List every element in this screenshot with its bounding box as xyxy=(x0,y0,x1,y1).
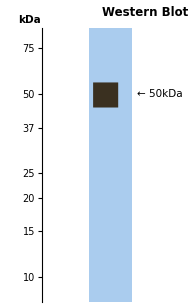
Text: kDa: kDa xyxy=(18,15,40,25)
Bar xyxy=(89,28,132,302)
FancyBboxPatch shape xyxy=(93,83,118,107)
Text: ← 50kDa: ← 50kDa xyxy=(137,89,183,99)
Text: Western Blot: Western Blot xyxy=(101,6,188,19)
